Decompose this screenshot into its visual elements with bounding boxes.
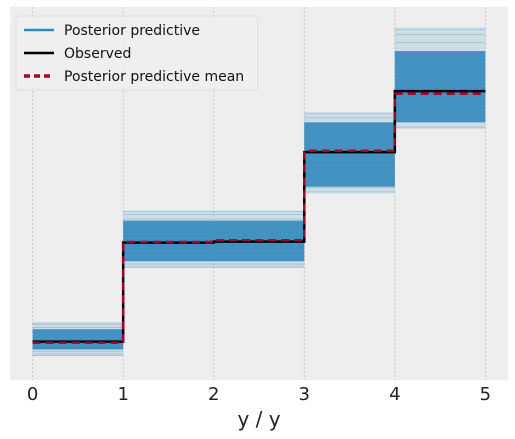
legend-frame [15, 15, 259, 91]
posterior-mean-line [32, 92, 486, 344]
x-tick-label-2: 2 [208, 384, 219, 405]
x-axis-label: y / y [237, 407, 280, 431]
legend: Posterior predictive Observed Posterior pr… [15, 15, 259, 91]
band-core-4 [394, 51, 486, 123]
band-core-3 [304, 122, 395, 187]
legend-label-0: Posterior predictive [64, 23, 200, 39]
x-tick-label-5: 5 [480, 384, 491, 405]
x-tick-label-4: 4 [389, 384, 400, 405]
x-tick-label-1: 1 [117, 384, 128, 405]
x-axis-ticks: 0 1 2 3 4 5 [27, 384, 491, 405]
observed-line [32, 89, 486, 343]
legend-label-1: Observed [64, 46, 131, 62]
posterior-predictive-bands [32, 27, 486, 357]
legend-label-2: Posterior predictive mean [64, 69, 244, 85]
x-tick-label-0: 0 [27, 384, 38, 405]
line-layer [32, 89, 486, 344]
x-tick-label-3: 3 [299, 384, 310, 405]
band-core-0 [32, 329, 124, 350]
